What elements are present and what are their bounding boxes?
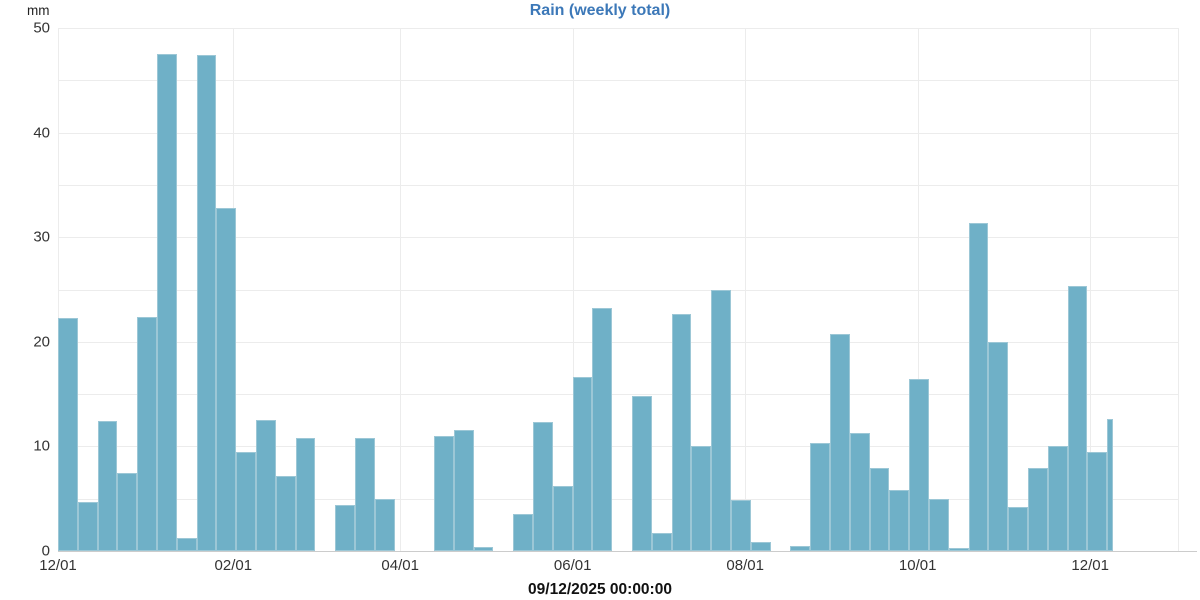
x-tick-label-5: 10/01 — [898, 557, 937, 574]
bar-week-47 — [968, 222, 989, 551]
vertical-gridline — [1178, 28, 1179, 551]
horizontal-gridline — [58, 80, 1178, 82]
x-tick-label-1: 02/01 — [214, 557, 253, 574]
y-tick-label-30: 30 — [33, 228, 50, 246]
bar-week-6 — [156, 54, 177, 551]
bar-week-20 — [434, 435, 454, 551]
bar-week-40 — [830, 334, 850, 551]
bar-week-35 — [731, 499, 751, 551]
y-tick-label-20: 20 — [33, 333, 50, 351]
chart-title: Rain (weekly total) — [529, 2, 671, 19]
bar-week-15 — [335, 504, 355, 551]
bar-week-1 — [58, 317, 78, 551]
horizontal-gridline — [58, 28, 1178, 29]
bar-week-31 — [651, 533, 672, 551]
x-axis-line — [58, 551, 1197, 552]
bar-week-44 — [909, 379, 929, 551]
y-tick-label-40: 40 — [33, 124, 50, 142]
bar-week-25 — [533, 422, 553, 551]
bar-week-13 — [295, 438, 316, 551]
horizontal-gridline — [58, 289, 1178, 291]
bar-week-5 — [137, 316, 157, 551]
bar-week-4 — [117, 472, 138, 551]
vertical-gridline — [1090, 28, 1092, 551]
bar-week-50 — [1027, 468, 1048, 551]
vertical-gridline — [572, 28, 574, 551]
x-tick-label-0: 12/01 — [39, 557, 77, 574]
x-tick-label-4: 08/01 — [726, 557, 764, 574]
bar-week-10 — [236, 451, 256, 551]
bar-week-36 — [750, 541, 771, 551]
y-tick-label-50: 50 — [33, 19, 50, 37]
y-axis-unit-label: mm — [27, 3, 50, 18]
horizontal-gridline — [58, 446, 1178, 448]
bar-week-53 — [1087, 451, 1108, 551]
bar-week-11 — [255, 420, 276, 551]
bar-week-28 — [592, 308, 613, 551]
bar-week-2 — [77, 501, 98, 551]
bar-week-27 — [572, 377, 593, 551]
bar-week-7 — [176, 538, 197, 551]
vertical-gridline — [745, 28, 747, 551]
bar-week-17 — [374, 498, 395, 551]
bar-week-3 — [97, 421, 118, 551]
horizontal-gridline — [58, 132, 1178, 134]
plot-area — [58, 28, 1179, 552]
bar-week-51 — [1047, 446, 1068, 551]
bar-week-12 — [275, 475, 296, 551]
horizontal-gridline — [58, 341, 1178, 343]
x-tick-label-3: 06/01 — [553, 557, 592, 574]
bar-week-52 — [1067, 286, 1088, 551]
bar-week-48 — [988, 341, 1009, 551]
bar-week-43 — [889, 490, 910, 551]
bar-week-22 — [473, 546, 494, 551]
bar-week-45 — [928, 498, 949, 551]
x-tick-label-6: 12/01 — [1071, 557, 1109, 574]
bar-week-54 — [1107, 419, 1114, 551]
horizontal-gridline — [58, 498, 1178, 500]
bar-week-24 — [513, 514, 534, 551]
bar-week-38 — [790, 545, 811, 551]
x-tick-label-2: 04/01 — [381, 557, 419, 574]
horizontal-gridline — [58, 394, 1178, 396]
bar-week-16 — [354, 438, 375, 551]
horizontal-gridline — [58, 184, 1178, 186]
bar-week-34 — [711, 289, 732, 551]
y-tick-label-10: 10 — [33, 437, 50, 455]
bar-week-9 — [216, 207, 237, 551]
vertical-gridline — [58, 28, 59, 551]
vertical-gridline — [917, 28, 919, 551]
bar-week-26 — [552, 486, 573, 551]
y-tick-label-0: 0 — [41, 542, 50, 560]
bar-week-33 — [691, 446, 712, 551]
vertical-gridline — [400, 28, 402, 551]
horizontal-gridline — [58, 237, 1178, 239]
bar-week-46 — [948, 547, 969, 551]
bar-week-32 — [671, 313, 692, 551]
bar-week-21 — [453, 429, 474, 551]
x-axis-caption: 09/12/2025 00:00:00 — [528, 581, 672, 598]
bar-week-42 — [869, 468, 890, 551]
bar-week-39 — [810, 443, 830, 551]
bar-week-41 — [849, 432, 870, 551]
bar-week-49 — [1008, 507, 1028, 551]
bar-week-8 — [196, 55, 217, 551]
bar-week-30 — [632, 396, 652, 551]
